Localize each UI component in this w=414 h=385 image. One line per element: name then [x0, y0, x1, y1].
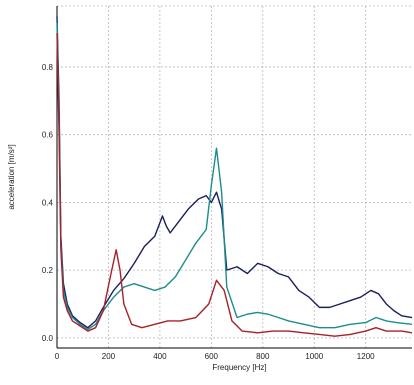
y-tick-label: 0.0	[42, 334, 54, 343]
y-tick-label: 0.4	[42, 198, 54, 207]
grid	[57, 5, 412, 348]
tick-labels: 0 200 400 600 800 1000 1200 0.0 0.2 0.4 0.6 0.8	[42, 63, 375, 361]
series-group	[56, 16, 413, 337]
series-line-2	[56, 22, 413, 331]
y-tick-label: 0.2	[42, 266, 54, 275]
x-tick-label: 1200	[357, 352, 375, 361]
series-line-1	[56, 16, 413, 329]
x-axis-title: Frequency [Hz]	[212, 363, 266, 372]
x-tick-label: 200	[102, 352, 116, 361]
x-tick-label: 0	[55, 352, 60, 361]
x-tick-label: 1000	[305, 352, 323, 361]
x-tick-label: 400	[153, 352, 167, 361]
x-tick-label: 800	[256, 352, 270, 361]
x-tick-label: 600	[205, 352, 219, 361]
y-axis-title: acceleration [m/s²]	[7, 144, 16, 209]
y-tick-label: 0.6	[42, 131, 54, 140]
series-line-3	[56, 33, 413, 337]
y-tick-label: 0.8	[42, 63, 54, 72]
